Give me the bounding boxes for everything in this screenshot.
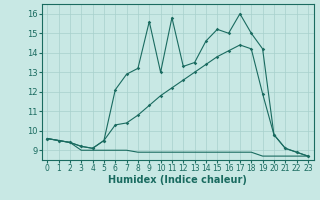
X-axis label: Humidex (Indice chaleur): Humidex (Indice chaleur): [108, 175, 247, 185]
